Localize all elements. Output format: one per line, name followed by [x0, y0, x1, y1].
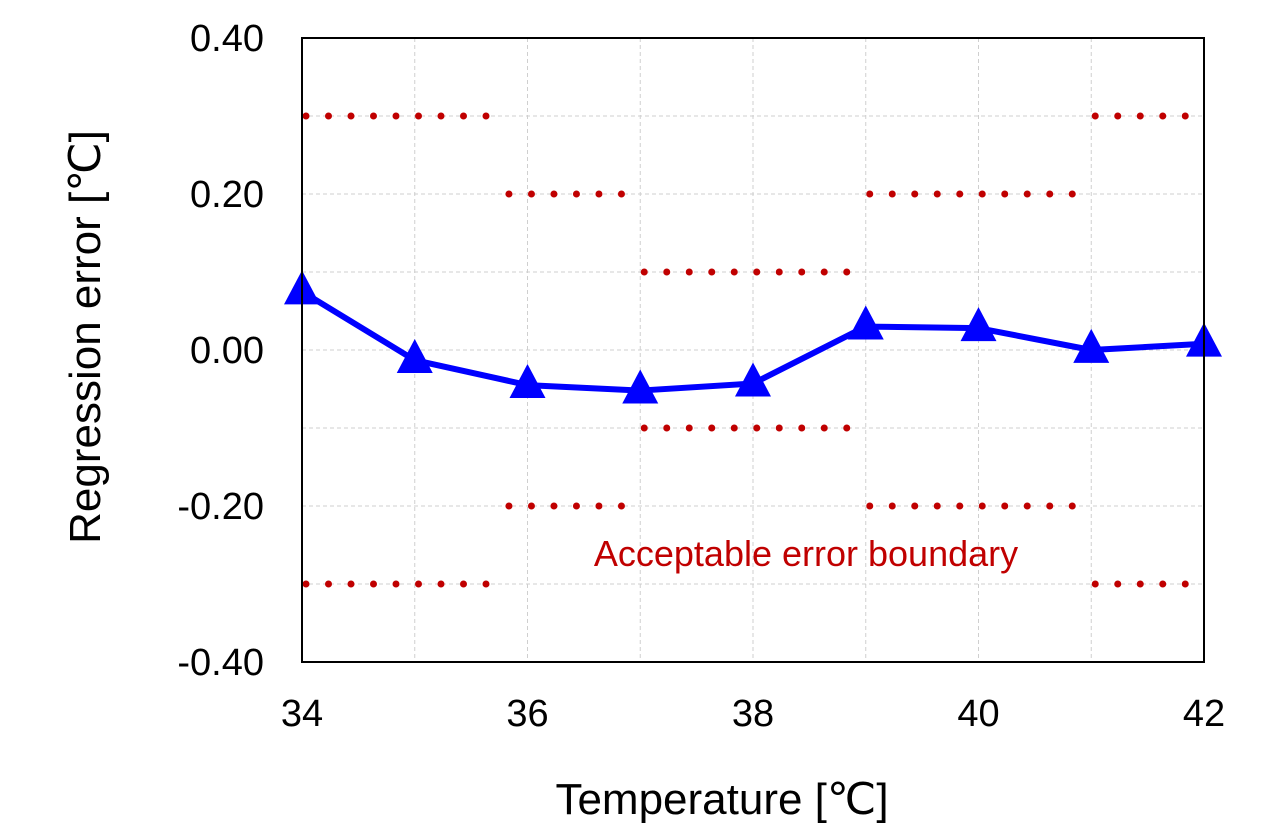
- acceptable-error-boundary: [302, 112, 1206, 588]
- plot-frame: [301, 37, 1205, 663]
- grid-lines: [302, 38, 1204, 662]
- boundary-annotation: Acceptable error boundary: [594, 533, 1018, 574]
- x-axis-ticks: 34 36 38 40 42: [281, 693, 1225, 735]
- y-tick-label: 0.20: [190, 174, 264, 216]
- data-point-triangle: [622, 369, 659, 404]
- x-tick-label: 40: [957, 693, 999, 735]
- x-tick-label: 42: [1183, 693, 1225, 735]
- x-tick-label: 36: [506, 693, 548, 735]
- x-tick-label: 38: [732, 693, 774, 735]
- y-tick-label: -0.20: [177, 486, 264, 528]
- y-tick-label: -0.40: [177, 642, 264, 684]
- data-point-triangle: [735, 362, 771, 397]
- data-point-triangle: [509, 364, 546, 399]
- x-axis-title: Temperature [℃]: [555, 775, 888, 824]
- y-tick-label: 0.40: [190, 18, 264, 60]
- y-axis-ticks: 0.40 0.20 0.00 -0.20 -0.40: [177, 18, 264, 684]
- y-axis-title: Regression error [℃]: [61, 130, 110, 544]
- data-point-triangle: [1073, 328, 1110, 363]
- data-point-triangle: [960, 307, 997, 342]
- data-point-triangle: [847, 305, 884, 340]
- data-point-triangle: [396, 339, 433, 374]
- y-tick-label: 0.00: [190, 330, 264, 372]
- x-tick-label: 34: [281, 693, 323, 735]
